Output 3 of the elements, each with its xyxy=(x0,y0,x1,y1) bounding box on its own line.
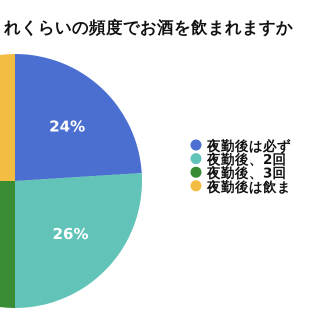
data-label: 26% xyxy=(52,225,88,244)
data-label: 24% xyxy=(49,117,86,136)
chart-title: れくらいの頻度でお酒を飲まれますか xyxy=(3,18,294,37)
